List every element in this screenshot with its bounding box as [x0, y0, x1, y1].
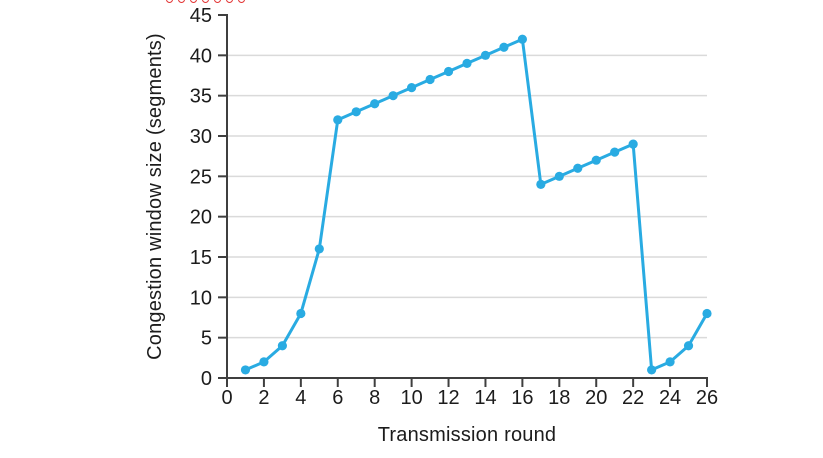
red-rings-decoration [0, 0, 823, 8]
data-point [517, 34, 527, 44]
svg-text:18: 18 [548, 387, 570, 409]
y-tick-labels: 0 5 10 15 20 25 30 35 40 45 [190, 5, 212, 390]
data-point [683, 341, 694, 351]
svg-text:16: 16 [511, 387, 533, 409]
data-point [591, 155, 601, 165]
data-point [443, 66, 454, 77]
data-point [259, 357, 269, 367]
red-ring-icon [213, 0, 221, 3]
svg-text:10: 10 [400, 387, 422, 409]
svg-text:25: 25 [190, 166, 212, 188]
svg-text:8: 8 [369, 387, 380, 409]
svg-text:2: 2 [258, 387, 269, 409]
data-point [425, 74, 435, 85]
svg-text:12: 12 [437, 387, 459, 409]
svg-text:40: 40 [190, 45, 212, 67]
axes [218, 14, 708, 379]
svg-text:10: 10 [190, 287, 212, 309]
svg-text:26: 26 [696, 387, 718, 409]
svg-text:4: 4 [295, 387, 306, 409]
x-axis-ticks [226, 378, 708, 387]
svg-text:15: 15 [190, 247, 212, 269]
svg-text:5: 5 [201, 328, 212, 350]
data-point [554, 171, 564, 181]
svg-text:45: 45 [190, 5, 212, 27]
red-ring-icon [225, 0, 233, 3]
svg-text:14: 14 [474, 387, 496, 409]
data-point [573, 163, 583, 173]
data-point [610, 147, 620, 157]
svg-text:22: 22 [622, 387, 644, 409]
data-point [665, 357, 675, 367]
data-series-line [243, 37, 709, 372]
data-point [296, 308, 306, 319]
svg-text:0: 0 [201, 368, 212, 390]
svg-text:35: 35 [190, 86, 212, 108]
svg-text:0: 0 [221, 387, 232, 409]
data-point [647, 365, 657, 375]
data-point [499, 42, 509, 52]
y-axis-ticks [218, 14, 227, 379]
data-point [314, 244, 324, 254]
red-ring-icon [237, 0, 245, 3]
svg-text:20: 20 [190, 207, 212, 229]
svg-text:6: 6 [332, 387, 343, 409]
data-point [388, 91, 398, 101]
red-ring-icon [201, 0, 209, 3]
red-ring-icon [165, 0, 173, 3]
data-series-points [240, 34, 712, 375]
red-ring-icon [189, 0, 197, 3]
svg-text:30: 30 [190, 126, 212, 148]
x-tick-labels: 0 2 4 6 8 10 12 14 16 18 20 22 24 26 [221, 387, 718, 409]
data-point [628, 139, 638, 149]
x-axis-title: Transmission round [377, 424, 557, 446]
data-point [277, 341, 287, 351]
data-point [702, 308, 712, 319]
data-point [480, 50, 491, 60]
gridlines [228, 54, 707, 339]
data-point [333, 115, 343, 125]
data-point [536, 179, 546, 189]
data-point [462, 58, 472, 68]
red-ring-icon [177, 0, 185, 3]
svg-text:20: 20 [585, 387, 607, 409]
data-point [351, 107, 361, 117]
data-point [240, 365, 251, 375]
svg-text:24: 24 [659, 387, 681, 409]
data-point [370, 99, 380, 109]
data-point [407, 83, 417, 93]
